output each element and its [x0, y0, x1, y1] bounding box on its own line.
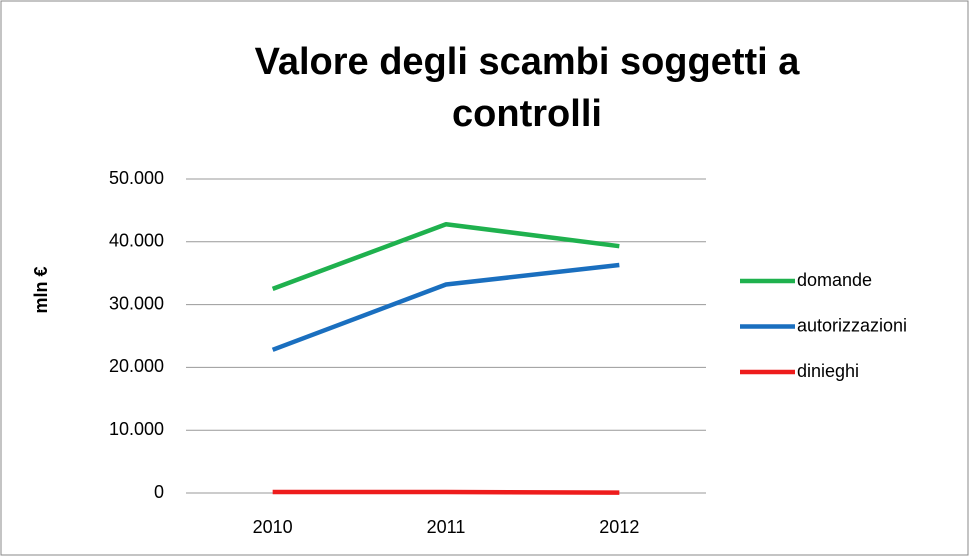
- data-line: [272, 489, 620, 495]
- legend-label: domande: [797, 270, 872, 290]
- legend-label: dinieghi: [797, 361, 859, 381]
- x-tick-label: 2011: [427, 517, 466, 537]
- y-tick-label: 10.000: [109, 419, 164, 439]
- data-line: [271, 221, 620, 292]
- y-tick-label: 50.000: [109, 168, 164, 188]
- chart-title: Valore degli scambi soggetti a controlli: [254, 41, 800, 135]
- y-tick-label: 30.000: [109, 293, 164, 313]
- x-tick-label: 2012: [599, 517, 639, 537]
- y-tick-label: 40.000: [109, 231, 164, 251]
- y-axis-label: mln €: [31, 266, 51, 313]
- legend-label: autorizzazioni: [797, 315, 907, 335]
- data-line: [271, 262, 620, 352]
- y-tick-label: 0: [154, 482, 164, 502]
- x-tick-label: 2010: [253, 517, 293, 537]
- y-tick-label: 20.000: [109, 356, 164, 376]
